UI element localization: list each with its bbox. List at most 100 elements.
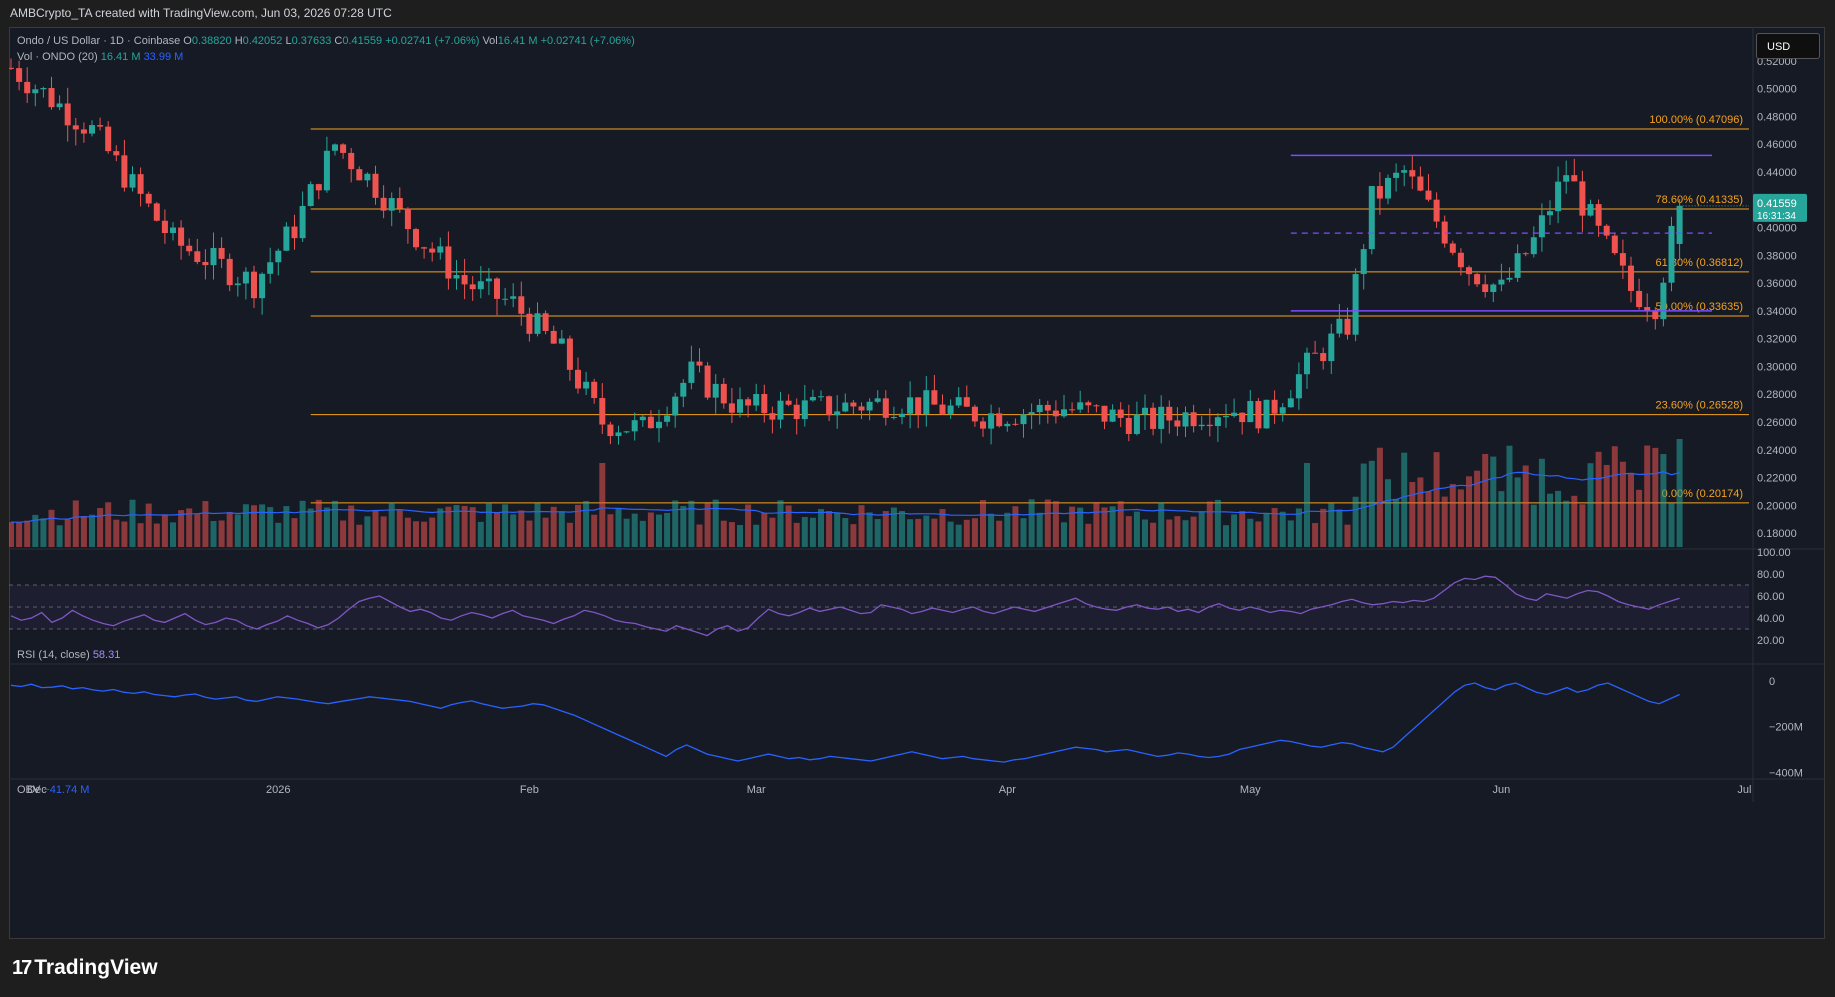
- candle-body: [923, 390, 930, 415]
- candle-body: [1668, 225, 1675, 283]
- date-tick-label: 2026: [266, 784, 290, 796]
- obv-label: OBV: [17, 784, 41, 796]
- volume-bar: [1214, 499, 1221, 547]
- candle-body: [299, 205, 306, 239]
- volume-bar: [1474, 470, 1481, 547]
- volume-bar: [842, 518, 849, 547]
- candle-body: [996, 413, 1003, 427]
- volume-bar: [591, 514, 598, 547]
- volume-bar: [1571, 495, 1578, 547]
- volume-bar: [469, 507, 476, 547]
- candle-body: [421, 247, 428, 249]
- volume-bar: [801, 517, 808, 547]
- volume-bar: [1409, 482, 1416, 547]
- volume-bar: [1393, 498, 1400, 547]
- open-label: O: [183, 35, 192, 47]
- volume-bar: [899, 511, 905, 547]
- candle-body: [494, 278, 500, 299]
- volume-bar: [834, 512, 841, 547]
- volume-bar: [656, 514, 662, 547]
- candle-body: [218, 247, 225, 259]
- volume-bar: [631, 513, 638, 547]
- volume-bar: [1223, 525, 1229, 547]
- candle-body: [388, 198, 395, 211]
- candle-body: [566, 338, 573, 370]
- volume-bar: [1231, 514, 1238, 547]
- candle-body: [170, 227, 176, 234]
- candle-body: [1133, 414, 1140, 434]
- vol-ma-value: 33.99 M: [143, 51, 184, 63]
- volume-bar: [1044, 499, 1051, 547]
- volume-bar: [1506, 445, 1513, 547]
- candle-body: [550, 330, 557, 344]
- volume-bar: [1004, 512, 1011, 547]
- candle-body: [1571, 175, 1578, 182]
- price-badge: [1753, 193, 1807, 222]
- candle-body: [1214, 417, 1221, 427]
- candle-body: [858, 406, 865, 411]
- volume-bar: [680, 506, 687, 547]
- candle-body: [801, 400, 808, 420]
- volume-bar: [550, 506, 557, 547]
- candle-body: [688, 361, 695, 383]
- date-tick-label: Jul: [1737, 784, 1751, 796]
- candle-body: [396, 198, 403, 209]
- volume-bar: [372, 510, 379, 547]
- price-tick-label: 0.52000: [1757, 56, 1797, 68]
- candle-body: [526, 313, 533, 334]
- volume-bar: [1522, 465, 1529, 547]
- volume-bar: [72, 500, 79, 547]
- candle-body: [275, 250, 282, 263]
- candle-body: [761, 394, 768, 414]
- open-value: 0.38820: [191, 35, 232, 47]
- close-value: 0.41559: [342, 35, 383, 47]
- symbol-legend: Ondo / US Dollar · 1D · Coinbase O0.3882…: [17, 35, 635, 47]
- volume-bar: [388, 502, 395, 547]
- fib-level-label: 50.00% (0.33635): [1656, 301, 1743, 313]
- obv-tick-label: −400M: [1769, 767, 1803, 779]
- volume-bar: [1182, 520, 1189, 547]
- volume-bar: [915, 518, 922, 547]
- volume-bar: [769, 517, 776, 547]
- candle-body: [1271, 399, 1278, 414]
- volume-bar: [704, 503, 711, 547]
- currency-button[interactable]: USD: [1756, 33, 1820, 59]
- candle-body: [226, 258, 233, 286]
- volume-bar: [453, 505, 460, 547]
- volume-bar: [429, 517, 436, 547]
- candle-body: [947, 405, 954, 414]
- chart-canvas[interactable]: 0.18000 0.20000 0.22000 0.24000 0.26000 0.280…: [9, 27, 1825, 939]
- candle-body: [1117, 409, 1124, 418]
- volume-bar: [413, 521, 419, 547]
- candle-body: [1166, 406, 1173, 421]
- tradingview-mark-icon: 17: [12, 956, 32, 979]
- volume-bar: [1636, 489, 1643, 547]
- candle-body: [1061, 409, 1067, 417]
- price-tick-label: 0.40000: [1757, 223, 1797, 235]
- volume-bar: [793, 522, 800, 547]
- candle-body: [1433, 199, 1440, 222]
- candle-body: [1385, 177, 1391, 199]
- candle-body: [72, 125, 79, 130]
- candle-body: [988, 413, 995, 429]
- attribution-text: AMBCrypto_TA created with TradingView.co…: [10, 6, 392, 20]
- volume-bar: [850, 524, 857, 547]
- volume-bar: [1109, 506, 1116, 547]
- volume-bar: [153, 523, 160, 547]
- candle-body: [461, 275, 468, 285]
- volume-bar: [971, 518, 978, 547]
- volume-bar: [1020, 518, 1027, 547]
- candle-body: [1368, 186, 1375, 250]
- candle-body: [753, 394, 760, 406]
- candle-body: [1239, 412, 1246, 423]
- volume-bar: [575, 504, 581, 547]
- candle-body: [1482, 284, 1489, 293]
- date-tick-label: Feb: [520, 784, 539, 796]
- volume-bar: [1069, 506, 1076, 547]
- candle-body: [866, 401, 873, 411]
- candle-body: [24, 81, 31, 94]
- date-tick-label: Dec: [27, 784, 47, 796]
- candle-body: [1174, 420, 1181, 427]
- obv-line: [10, 682, 1680, 763]
- volume-bar: [1401, 452, 1408, 547]
